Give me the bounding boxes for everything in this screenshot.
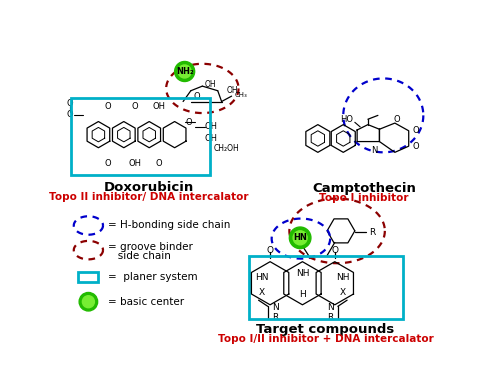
Bar [72,98,210,175]
Text: R: R [368,228,375,237]
Text: =  planer system: = planer system [108,272,198,282]
Text: O: O [266,246,274,255]
Circle shape [82,296,94,308]
Text: N: N [272,303,279,312]
Circle shape [290,227,311,248]
Text: = H-bonding side chain: = H-bonding side chain [108,220,231,230]
Text: O: O [194,92,200,101]
Text: O: O [156,159,162,169]
Text: H: H [299,290,306,299]
Text: Topo I inhibitor: Topo I inhibitor [320,193,409,203]
Text: O: O [412,126,419,135]
Text: OH: OH [128,159,141,169]
Text: CH₂OH: CH₂OH [214,144,240,153]
Text: Topo II inhibitor/ DNA intercalator: Topo II inhibitor/ DNA intercalator [48,192,248,202]
Text: N: N [371,146,377,154]
Text: HN: HN [255,273,268,281]
Text: NH₂: NH₂ [176,67,194,76]
Circle shape [293,231,307,245]
Text: O: O [104,102,111,111]
Text: Doxorubicin: Doxorubicin [104,181,194,194]
Text: NH: NH [296,269,309,278]
Text: R: R [272,313,278,322]
Text: OH: OH [227,86,238,95]
Text: = basic center: = basic center [108,297,184,307]
Text: X: X [340,288,345,297]
Circle shape [178,65,191,78]
Text: Camptothecin: Camptothecin [312,182,416,195]
Text: O: O [66,110,73,119]
Text: N: N [327,303,334,312]
Text: O: O [393,116,400,124]
Text: side chain: side chain [108,250,172,260]
Text: O: O [104,159,111,169]
Text: HO: HO [340,115,353,124]
Text: O: O [186,118,192,127]
Text: O: O [332,246,338,255]
Text: NH: NH [336,273,349,281]
Text: Topo I/II inhibitor + DNA intercalator: Topo I/II inhibitor + DNA intercalator [218,334,434,344]
Text: O: O [66,99,73,108]
Text: OH: OH [204,134,218,143]
Text: OH: OH [152,102,166,111]
Text: R: R [327,313,334,322]
Text: HN: HN [293,233,307,242]
Text: OH: OH [204,122,218,131]
Bar [248,255,402,319]
Bar [78,272,98,283]
Text: Target compounds: Target compounds [256,323,394,336]
Text: = groove binder: = groove binder [108,242,194,252]
Text: O: O [132,102,138,111]
Text: CH₃: CH₃ [234,92,248,98]
Circle shape [174,61,195,81]
Text: X: X [258,288,264,297]
Text: OH: OH [204,80,216,89]
Text: O: O [412,142,419,151]
Circle shape [79,293,98,311]
